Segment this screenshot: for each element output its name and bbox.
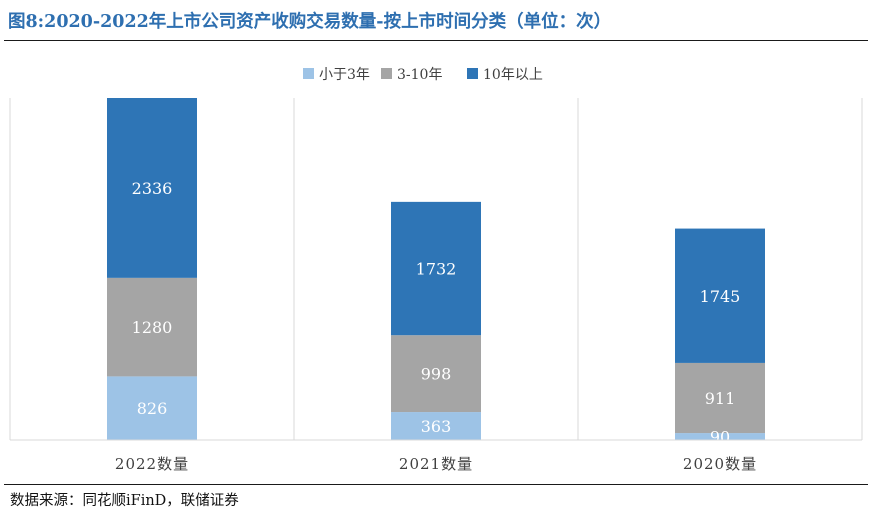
bar-segment [391,201,481,336]
legend-swatch-1 [381,68,392,79]
legend-swatch-0 [303,68,314,79]
x-tick-label: 2022数量 [115,455,189,473]
data-labels: 826 1280 2336 363 998 1732 90 911 1745 [132,179,741,447]
data-label: 1732 [416,260,457,279]
legend-label-2: 10年以上 [483,67,543,83]
bar-segment [675,433,765,440]
data-label: 363 [421,417,452,436]
bar-segment [391,335,481,413]
data-label: 2336 [132,179,173,198]
bar-segment [107,376,197,440]
data-label: 1280 [132,318,173,337]
source-note: 数据来源：同花顺iFinD，联储证券 [10,493,239,509]
data-label: 911 [705,389,736,408]
data-label: 90 [710,428,730,447]
title-divider [4,40,868,41]
x-tick-label: 2020数量 [683,455,757,473]
chart-legend: 小于3年 3-10年 10年以上 [303,67,543,83]
source-divider [4,484,868,485]
x-tick-label: 2021数量 [399,455,473,473]
bar-segment [391,412,481,440]
legend-label-0: 小于3年 [319,67,370,83]
data-label: 826 [137,399,168,418]
legend-swatch-2 [467,68,478,79]
category-dividers [9,98,863,440]
bar-segment [107,277,197,377]
figure-title: 图8:2020-2022年上市公司资产收购交易数量-按上市时间分类（单位：次） [8,12,612,32]
data-label: 1745 [700,287,741,306]
stacked-bar-chart: 小于3年 3-10年 10年以上 826 1280 2336 363 998 1732 90 91… [9,67,863,473]
bar-stacks [107,98,765,440]
bar-segment [675,362,765,434]
data-label: 998 [421,365,452,384]
bar-segment [675,228,765,363]
legend-label-1: 3-10年 [397,67,442,83]
x-axis: 2022数量 2021数量 2020数量 [10,439,862,473]
bar-segment [107,98,197,278]
